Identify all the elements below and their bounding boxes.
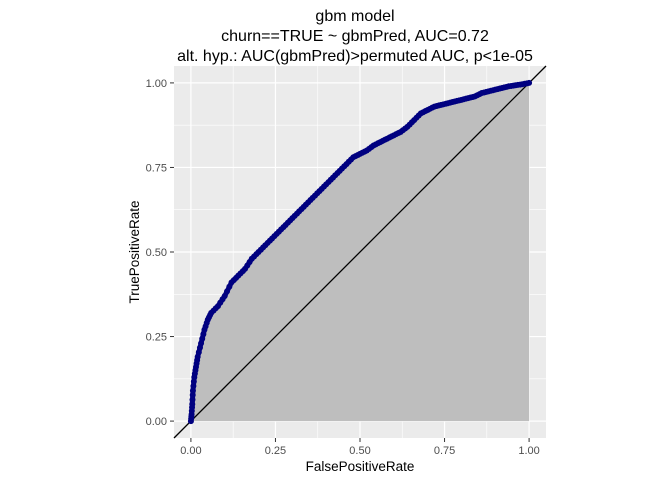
roc-point — [221, 292, 228, 299]
roc-point — [190, 383, 197, 390]
roc-point — [198, 340, 205, 347]
chart-title: gbm model churn==TRUE ~ gbmPred, AUC=0.7… — [177, 8, 533, 65]
x-tick-label: 0.25 — [265, 445, 286, 457]
roc-point — [526, 79, 533, 86]
y-tick-label: 0.00 — [146, 416, 167, 428]
x-tick-label: 1.00 — [518, 445, 539, 457]
roc-point — [190, 378, 197, 385]
y-axis-ticks: 0.00 0.25 0.50 0.75 1.00 — [146, 78, 174, 428]
roc-point — [189, 391, 196, 398]
chart-title-line-1: gbm model — [315, 8, 394, 25]
roc-point — [224, 288, 231, 295]
roc-point — [194, 353, 201, 360]
roc-point — [189, 387, 196, 394]
chart-title-line-2: churn==TRUE ~ gbmPred, AUC=0.72 — [221, 28, 489, 45]
diagonal-line — [173, 65, 547, 439]
roc-point — [189, 401, 196, 408]
roc-point — [195, 349, 202, 356]
diagonal-reference-line — [173, 65, 547, 439]
x-tick-label: 0.50 — [349, 445, 370, 457]
x-tick-label: 0.75 — [434, 445, 455, 457]
y-tick-label: 0.50 — [146, 247, 167, 259]
x-axis-title: FalsePositiveRate — [306, 459, 415, 474]
x-axis-ticks: 0.00 0.25 0.50 0.75 1.00 — [180, 438, 540, 457]
roc-point — [199, 335, 206, 342]
roc-curve — [187, 79, 533, 425]
y-tick-label: 0.75 — [146, 162, 167, 174]
chart-title-line-3: alt. hyp.: AUC(gbmPred)>permuted AUC, p<… — [177, 48, 533, 65]
roc-point — [189, 396, 196, 403]
y-tick-label: 0.25 — [146, 332, 167, 344]
x-tick-label: 0.00 — [180, 445, 201, 457]
y-tick-label: 1.00 — [146, 78, 167, 90]
y-axis-title: TruePositiveRate — [127, 200, 142, 303]
